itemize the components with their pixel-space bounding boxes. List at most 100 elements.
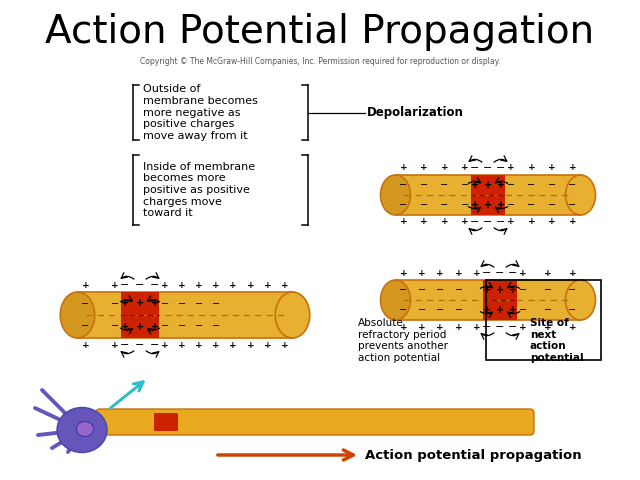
Text: −: − bbox=[568, 305, 577, 315]
Text: −: − bbox=[212, 322, 220, 332]
Text: +: + bbox=[151, 299, 159, 309]
Text: Copyright © The McGraw-Hill Companies, Inc. Permission required for reproduction: Copyright © The McGraw-Hill Companies, I… bbox=[140, 58, 500, 67]
Text: +: + bbox=[548, 217, 556, 227]
Text: +: + bbox=[179, 280, 186, 289]
Text: −: − bbox=[195, 322, 204, 332]
Text: −: − bbox=[568, 200, 577, 210]
Text: +: + bbox=[519, 268, 527, 277]
Text: +: + bbox=[436, 268, 444, 277]
Text: −: − bbox=[81, 322, 90, 332]
Text: +: + bbox=[246, 340, 254, 349]
Text: +: + bbox=[548, 164, 556, 172]
Text: +: + bbox=[400, 268, 407, 277]
Text: +: + bbox=[179, 340, 186, 349]
Text: +: + bbox=[483, 285, 491, 295]
Text: −: − bbox=[496, 163, 506, 173]
Text: −: − bbox=[483, 217, 493, 227]
Text: +: + bbox=[111, 340, 119, 349]
Ellipse shape bbox=[275, 292, 310, 338]
Text: Inside of membrane
becomes more
positive as positive
charges move
toward it: Inside of membrane becomes more positive… bbox=[143, 162, 255, 218]
Text: −: − bbox=[436, 285, 444, 295]
Ellipse shape bbox=[566, 280, 595, 320]
Text: +: + bbox=[544, 323, 552, 332]
Text: +: + bbox=[420, 217, 428, 227]
Text: Depolarization: Depolarization bbox=[367, 106, 464, 119]
Text: +: + bbox=[161, 280, 169, 289]
Ellipse shape bbox=[566, 175, 595, 215]
Text: +: + bbox=[121, 299, 129, 309]
Text: −: − bbox=[519, 285, 527, 295]
Text: +: + bbox=[441, 217, 448, 227]
Text: −: − bbox=[483, 163, 493, 173]
Text: −: − bbox=[483, 322, 492, 332]
Text: +: + bbox=[569, 164, 576, 172]
Text: −: − bbox=[111, 299, 119, 309]
Text: −: − bbox=[135, 280, 145, 290]
Text: +: + bbox=[436, 323, 444, 332]
Text: +: + bbox=[461, 164, 469, 172]
Text: +: + bbox=[212, 340, 220, 349]
Text: +: + bbox=[528, 217, 535, 227]
Text: −: − bbox=[212, 299, 220, 309]
Text: −: − bbox=[483, 268, 492, 278]
Bar bbox=[486, 280, 601, 360]
Text: +: + bbox=[507, 217, 515, 227]
Text: −: − bbox=[195, 299, 204, 309]
Text: −: − bbox=[150, 340, 160, 350]
Text: +: + bbox=[497, 180, 505, 190]
Text: −: − bbox=[548, 180, 556, 190]
Text: −: − bbox=[507, 180, 515, 190]
Text: Outside of
membrane becomes
more negative as
positive charges
move away from it: Outside of membrane becomes more negativ… bbox=[143, 84, 258, 141]
Text: +: + bbox=[484, 200, 492, 210]
Text: +: + bbox=[400, 217, 407, 227]
Text: −: − bbox=[568, 285, 577, 295]
Text: +: + bbox=[264, 280, 271, 289]
Text: +: + bbox=[246, 280, 254, 289]
Text: Action potential propagation: Action potential propagation bbox=[365, 448, 582, 461]
Text: −: − bbox=[470, 163, 480, 173]
Text: −: − bbox=[454, 285, 463, 295]
Text: −: − bbox=[508, 322, 518, 332]
Ellipse shape bbox=[77, 421, 93, 436]
Text: +: + bbox=[509, 285, 517, 295]
Bar bbox=[471, 175, 505, 215]
Text: −: − bbox=[436, 305, 444, 315]
Text: +: + bbox=[195, 340, 203, 349]
Text: +: + bbox=[418, 323, 426, 332]
Text: +: + bbox=[230, 340, 237, 349]
FancyBboxPatch shape bbox=[96, 409, 534, 435]
Ellipse shape bbox=[381, 175, 410, 215]
Text: −: − bbox=[527, 180, 536, 190]
Text: −: − bbox=[420, 200, 428, 210]
Text: Absolute
refractory period
prevents another
action potential: Absolute refractory period prevents anot… bbox=[358, 318, 448, 363]
Text: −: − bbox=[399, 200, 408, 210]
Bar bbox=[396, 175, 580, 215]
Text: +: + bbox=[441, 164, 448, 172]
Text: +: + bbox=[461, 217, 469, 227]
Text: +: + bbox=[473, 268, 481, 277]
Text: +: + bbox=[497, 200, 505, 210]
Text: −: − bbox=[461, 200, 469, 210]
Text: −: − bbox=[178, 299, 186, 309]
Ellipse shape bbox=[60, 292, 95, 338]
Text: +: + bbox=[264, 340, 271, 349]
Text: +: + bbox=[455, 323, 463, 332]
Text: −: − bbox=[418, 285, 426, 295]
Text: +: + bbox=[82, 280, 90, 289]
Text: −: − bbox=[470, 217, 480, 227]
Text: +: + bbox=[496, 305, 504, 315]
Text: −: − bbox=[544, 285, 552, 295]
Text: +: + bbox=[528, 164, 535, 172]
Text: +: + bbox=[544, 268, 552, 277]
Text: +: + bbox=[509, 305, 517, 315]
Text: Action Potential Propagation: Action Potential Propagation bbox=[45, 13, 595, 51]
Ellipse shape bbox=[57, 408, 107, 453]
Text: −: − bbox=[81, 299, 90, 309]
Text: −: − bbox=[544, 305, 552, 315]
Bar bbox=[483, 280, 517, 320]
Text: −: − bbox=[418, 305, 426, 315]
Text: +: + bbox=[569, 217, 576, 227]
Text: +: + bbox=[400, 164, 407, 172]
Text: +: + bbox=[151, 322, 159, 332]
Text: −: − bbox=[496, 217, 506, 227]
